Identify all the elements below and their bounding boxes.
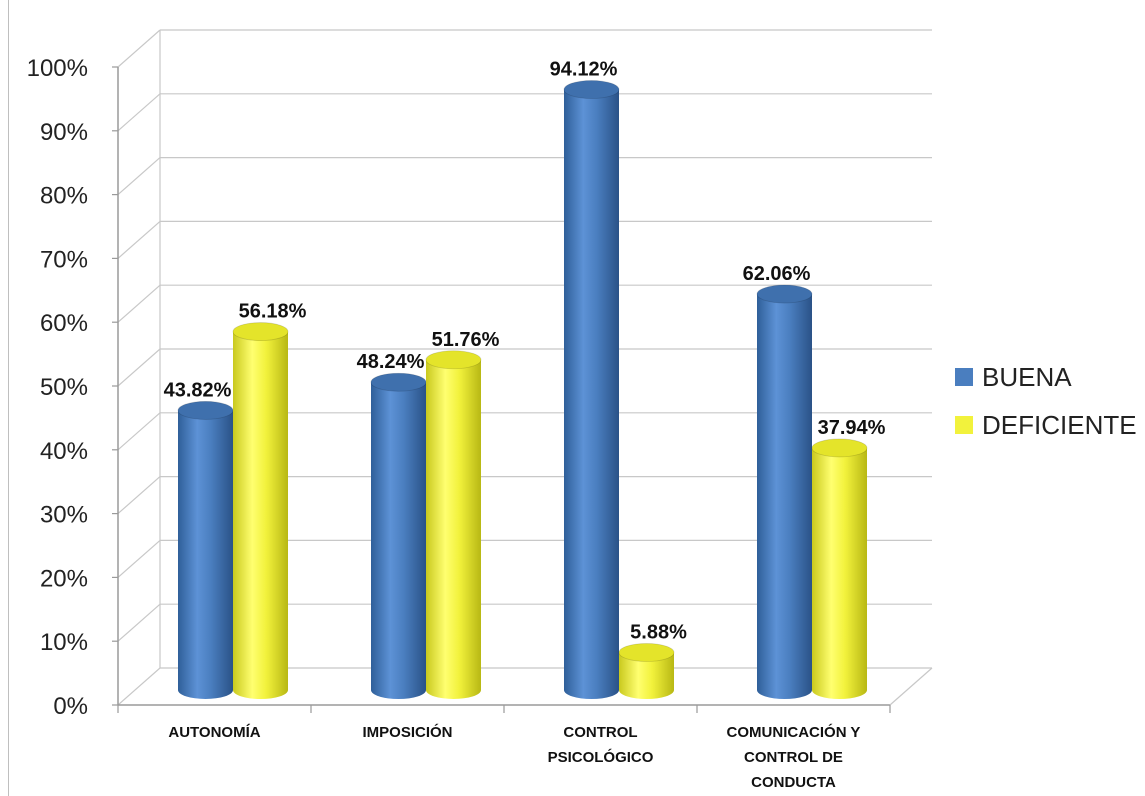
bar-buena — [370, 372, 427, 699]
gridline-side — [117, 157, 161, 196]
bar-buena — [177, 401, 234, 699]
y-tick-label: 90% — [40, 119, 88, 146]
bar-body — [178, 410, 233, 699]
gridline-side — [117, 603, 161, 642]
gridline-side — [117, 284, 161, 323]
data-label: 37.94% — [818, 417, 886, 439]
bar-body — [564, 89, 619, 699]
bar-body — [371, 382, 426, 699]
gridline-side — [117, 348, 161, 387]
legend-label-deficiente: DEFICIENTE — [982, 410, 1137, 440]
x-category-label: AUTONOMÍA — [168, 724, 260, 741]
bar-deficiente — [425, 350, 482, 699]
bar-body — [233, 331, 288, 699]
bar-top — [618, 643, 675, 662]
bar-top — [756, 284, 813, 304]
bar-body — [812, 447, 867, 699]
y-tick-label: 100% — [27, 55, 88, 82]
y-tick-label: 10% — [40, 629, 88, 656]
bar-body — [426, 359, 481, 699]
gridline-side — [117, 667, 161, 706]
data-label: 51.76% — [432, 329, 500, 351]
legend-swatch-deficiente — [955, 416, 973, 434]
legend-label-buena: BUENA — [982, 362, 1072, 392]
y-tick-label: 40% — [40, 438, 88, 465]
x-category-label: CONTROL DE — [744, 749, 843, 766]
gridline-side — [117, 29, 161, 68]
y-tick-label: 60% — [40, 310, 88, 337]
data-label: 48.24% — [357, 351, 425, 373]
y-tick-label: 50% — [40, 374, 88, 401]
legend-swatch-buena — [955, 368, 973, 386]
y-tick-label: 20% — [40, 565, 88, 592]
left-border — [8, 0, 9, 796]
y-tick-label: 30% — [40, 502, 88, 529]
bar-body — [619, 652, 674, 699]
y-tick-label: 80% — [40, 183, 88, 210]
bar-top — [370, 372, 427, 392]
y-tick-label: 70% — [40, 246, 88, 273]
bar-buena — [756, 284, 813, 699]
gridline-side — [117, 412, 161, 451]
bar-deficiente — [618, 643, 675, 699]
x-category-label: PSICOLÓGICO — [548, 748, 654, 766]
bar-top — [811, 438, 868, 458]
bar-body — [757, 294, 812, 699]
data-label: 43.82% — [164, 379, 232, 401]
y-tick-label: 0% — [53, 693, 88, 720]
data-label: 5.88% — [630, 621, 687, 643]
bar-deficiente — [811, 438, 868, 699]
data-label: 94.12% — [550, 59, 618, 81]
gridline-side — [117, 539, 161, 578]
bar-deficiente — [232, 322, 289, 699]
x-category-label: COMUNICACIÓN Y — [727, 723, 861, 741]
x-category-label: CONDUCTA — [751, 774, 836, 791]
data-label: 56.18% — [239, 301, 307, 323]
bar-top — [425, 350, 482, 370]
x-category-label: IMPOSICIÓN — [362, 723, 452, 741]
bar-buena — [563, 80, 620, 699]
data-label: 62.06% — [743, 263, 811, 285]
bar-top — [232, 322, 289, 341]
gridline-side — [117, 476, 161, 515]
floor-edge — [889, 667, 933, 706]
x-category-label: CONTROL — [563, 724, 637, 741]
bar-top — [563, 80, 620, 99]
bar-top — [177, 401, 234, 420]
gridline-side — [117, 93, 161, 132]
gridline-side — [117, 220, 161, 259]
